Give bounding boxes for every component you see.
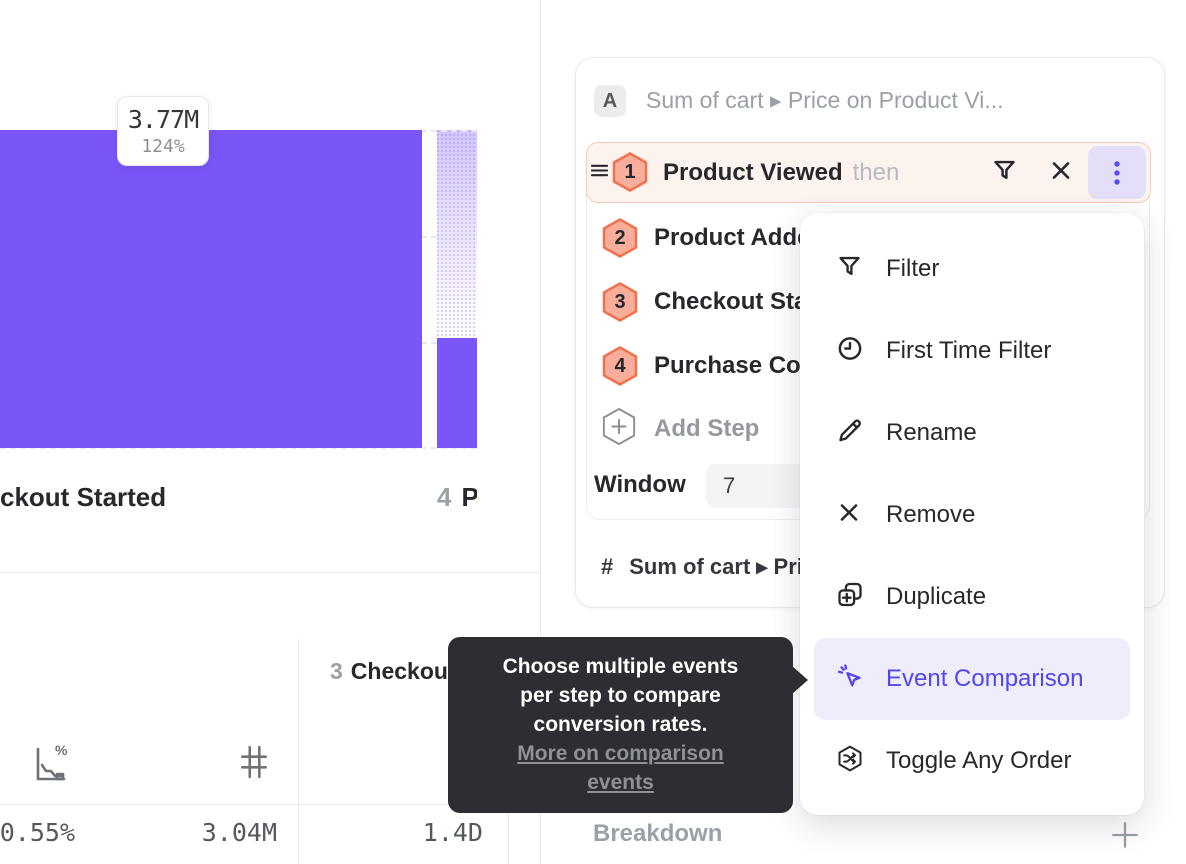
table-column-divider xyxy=(298,639,299,864)
table-header-step3-index: 3 xyxy=(330,658,343,684)
tooltip-arrow xyxy=(792,666,808,694)
bar-value-tooltip: 3.77M 124% xyxy=(117,96,209,166)
step-remove-icon[interactable] xyxy=(1048,157,1074,188)
menu-item-remove[interactable]: Remove xyxy=(814,474,1130,556)
number-metric-icon: # xyxy=(601,554,614,579)
step-2-name[interactable]: Product Added xyxy=(654,224,826,251)
metric-badge: A xyxy=(594,85,626,117)
conversion-rate-icon[interactable]: % xyxy=(31,742,71,791)
add-breakdown-button[interactable] xyxy=(1110,820,1140,855)
x-icon xyxy=(836,500,862,531)
panel-divider xyxy=(540,0,541,864)
menu-item-event-comparison[interactable]: Event Comparison xyxy=(814,638,1130,720)
step-2-number: 2 xyxy=(614,227,626,249)
event-comparison-tooltip: Choose multiple events per step to compa… xyxy=(448,637,808,813)
bar-percent: 124% xyxy=(141,136,185,157)
tooltip-text-line: per step to compare xyxy=(520,684,721,707)
drag-handle-icon[interactable] xyxy=(590,163,609,183)
step-3-badge: 3 xyxy=(601,281,639,323)
menu-item-label: Rename xyxy=(886,419,977,446)
table-value-count: 3.04M xyxy=(201,818,277,847)
count-icon[interactable] xyxy=(237,742,271,787)
menu-item-filter[interactable]: Filter xyxy=(814,228,1130,310)
step-2-badge: 2 xyxy=(601,217,639,259)
step-3-number: 3 xyxy=(614,291,626,313)
step-more-options-button[interactable] xyxy=(1088,146,1146,199)
step-row-2[interactable]: 2 Product Added xyxy=(586,206,1150,270)
menu-item-label: First Time Filter xyxy=(886,337,1052,364)
bar-step4[interactable] xyxy=(437,338,477,448)
add-step-label: Add Step xyxy=(654,415,760,442)
tooltip-text-line: conversion rates. xyxy=(533,713,708,736)
clock-icon xyxy=(836,335,864,368)
menu-item-label: Filter xyxy=(886,255,940,282)
bar-value: 3.77M xyxy=(127,105,199,134)
step-4-number: 4 xyxy=(614,355,626,377)
menu-item-label: Event Comparison xyxy=(886,665,1084,692)
tooltip-link[interactable]: More on comparison events xyxy=(517,742,724,794)
table-row-divider xyxy=(0,804,540,805)
duplicate-icon xyxy=(836,581,864,614)
step-row-1-active[interactable]: 1 Product Viewed then xyxy=(586,142,1151,203)
menu-item-label: Toggle Any Order xyxy=(886,747,1072,774)
menu-item-label: Remove xyxy=(886,501,976,528)
menu-item-duplicate[interactable]: Duplicate xyxy=(814,556,1130,638)
menu-item-toggle-any-order[interactable]: Toggle Any Order xyxy=(814,720,1130,802)
pencil-icon xyxy=(836,417,864,450)
step-options-menu: Filter First Time Filter Rename Remove D… xyxy=(800,213,1144,815)
step4-axis-label-text: Purchase Completed xyxy=(461,482,477,512)
step-1-name[interactable]: Product Viewed then xyxy=(663,159,899,187)
tooltip-text-line: Choose multiple events xyxy=(502,655,739,678)
filter-icon xyxy=(836,253,863,285)
step4-axis-index: 4 xyxy=(437,482,452,512)
gridline xyxy=(0,447,477,449)
step4-axis-label: 4 Purchase Completed xyxy=(437,482,477,513)
svg-text:%: % xyxy=(55,742,68,758)
add-step-button[interactable]: Add Step xyxy=(586,405,1150,453)
menu-item-first-time-filter[interactable]: First Time Filter xyxy=(814,310,1130,392)
toggle-any-order-icon xyxy=(836,745,864,778)
bar-step3[interactable] xyxy=(0,130,422,448)
metric-title[interactable]: Sum of cart ▸ Price on Product Vi... xyxy=(646,87,1004,113)
step-4-badge: 4 xyxy=(601,345,639,387)
step-1-then-text: then xyxy=(852,158,900,186)
plus-icon xyxy=(1112,822,1138,848)
table-value-conversion: 0.55% xyxy=(0,818,75,847)
funnel-chart: 3.77M 124% ckout Started 4 Purchase Compl… xyxy=(0,0,477,560)
bar-step4-comparison[interactable] xyxy=(437,130,477,338)
menu-item-rename[interactable]: Rename xyxy=(814,392,1130,474)
chart-table-divider xyxy=(0,572,540,573)
step-1-name-text: Product Viewed xyxy=(663,158,843,186)
window-label: Window xyxy=(594,471,686,498)
kebab-menu-icon xyxy=(1114,160,1120,185)
step-1-number: 1 xyxy=(624,161,636,183)
menu-item-label: Duplicate xyxy=(886,583,987,610)
step-filter-icon[interactable] xyxy=(991,157,1018,189)
breakdown-label: Breakdown xyxy=(593,820,723,847)
step-1-badge: 1 xyxy=(611,151,649,193)
table-value-duration: 1.4D xyxy=(422,818,483,847)
step3-axis-label: ckout Started xyxy=(0,482,166,513)
event-comparison-icon xyxy=(836,663,864,696)
step3-axis-label-text: ckout Started xyxy=(0,482,167,512)
add-step-hexagon-plus-icon xyxy=(601,407,637,452)
